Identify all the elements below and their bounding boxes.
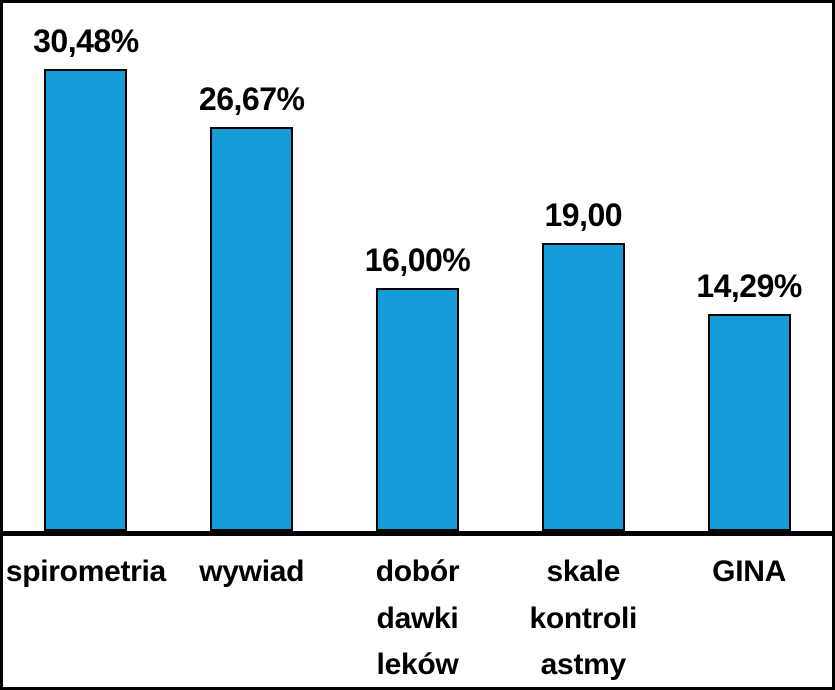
category-label: dobór dawki leków — [375, 555, 460, 681]
bar-column: 16,00% — [335, 3, 501, 531]
bar — [541, 243, 625, 531]
bar-value-label: 26,67% — [198, 81, 305, 117]
bar — [707, 314, 791, 531]
bar-value-label: 30,48% — [33, 23, 139, 59]
category-labels: spirometria wywiad dobór dawki leków skale … — [3, 541, 832, 687]
bar-column: 30,48% — [3, 3, 169, 531]
bar-column: 26,67% — [169, 3, 335, 531]
bar — [210, 127, 294, 531]
bar-column: 14,29% — [666, 3, 832, 531]
bar-value-label: 14,29% — [696, 268, 802, 304]
category-label: spirometria — [5, 555, 166, 588]
category-label: wywiad — [199, 555, 305, 588]
bar — [375, 288, 459, 531]
bar — [44, 69, 128, 531]
bar-column: 19,00 — [500, 3, 666, 531]
category-label: GINA — [712, 555, 786, 588]
bar-value-label: 16,00% — [364, 242, 471, 278]
plot-area: 30,48% 26,67% 16,00% 19,00 14,29% — [3, 3, 832, 536]
category-label: skale kontroli astmy — [529, 555, 638, 681]
bar-value-label: 19,00 — [544, 197, 623, 233]
